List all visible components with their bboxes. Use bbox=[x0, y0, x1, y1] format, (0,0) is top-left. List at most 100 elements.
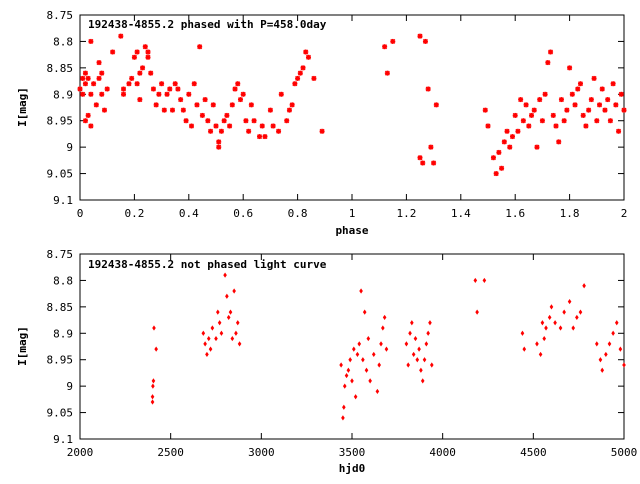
data-point bbox=[614, 320, 619, 326]
data-point bbox=[547, 314, 552, 321]
data-point bbox=[422, 38, 428, 44]
y-tick-label: 9.1 bbox=[53, 194, 73, 207]
data-point bbox=[88, 123, 94, 129]
x-axis-label-bottom: hjd0 bbox=[339, 462, 366, 475]
data-point bbox=[598, 357, 603, 363]
y-axis-label-bottom: I[mag] bbox=[16, 326, 29, 366]
data-points-bottom bbox=[150, 272, 626, 421]
data-point bbox=[413, 335, 418, 342]
data-point bbox=[520, 118, 526, 124]
data-point bbox=[210, 102, 216, 108]
data-point bbox=[129, 75, 135, 81]
data-point bbox=[175, 86, 181, 92]
data-point bbox=[226, 314, 231, 321]
x-tick-label: 0.6 bbox=[233, 207, 253, 220]
x-tick-label: 1.8 bbox=[560, 207, 580, 220]
data-point bbox=[424, 341, 429, 347]
data-point bbox=[485, 123, 491, 129]
data-point bbox=[152, 325, 156, 331]
data-point bbox=[227, 123, 233, 129]
x-tick-label: 1.6 bbox=[505, 207, 525, 220]
data-point bbox=[210, 325, 215, 331]
data-point bbox=[284, 118, 290, 124]
data-point bbox=[270, 123, 276, 129]
data-point bbox=[180, 107, 186, 113]
plot-frame-top bbox=[79, 14, 625, 201]
data-point bbox=[610, 81, 616, 87]
data-point bbox=[186, 91, 192, 97]
data-point bbox=[286, 107, 292, 113]
data-point bbox=[542, 91, 548, 97]
data-point bbox=[164, 91, 170, 97]
data-point bbox=[564, 107, 570, 113]
data-point bbox=[134, 49, 140, 55]
data-point bbox=[422, 357, 427, 363]
data-point bbox=[208, 346, 213, 352]
y-tick-label: 8.95 bbox=[47, 354, 74, 367]
x-tick-label: 1 bbox=[349, 207, 356, 220]
data-point bbox=[161, 107, 167, 113]
data-point bbox=[104, 86, 110, 92]
data-point bbox=[550, 112, 556, 118]
unphased-light-curve-chart: 192438-4855.2 not phased light curve hjd… bbox=[16, 248, 637, 475]
data-point bbox=[319, 128, 325, 134]
data-point bbox=[151, 378, 156, 384]
data-point bbox=[237, 97, 243, 103]
data-point bbox=[235, 81, 241, 87]
data-point bbox=[597, 102, 603, 108]
data-point bbox=[567, 65, 573, 71]
data-point bbox=[228, 309, 233, 315]
data-point bbox=[575, 86, 581, 92]
data-point bbox=[289, 102, 295, 108]
data-point bbox=[126, 81, 132, 87]
data-point bbox=[344, 372, 349, 379]
data-point bbox=[341, 415, 345, 421]
y-tick-label: 9.05 bbox=[47, 168, 74, 181]
data-point bbox=[353, 394, 358, 400]
data-point bbox=[214, 335, 218, 342]
x-tick-label: 4000 bbox=[429, 446, 456, 459]
data-point bbox=[131, 54, 137, 60]
data-point bbox=[599, 86, 605, 92]
data-point bbox=[384, 70, 390, 76]
data-point bbox=[429, 362, 434, 368]
data-point bbox=[553, 123, 559, 129]
data-point bbox=[297, 70, 303, 76]
data-point bbox=[80, 75, 86, 81]
data-point bbox=[194, 102, 200, 108]
data-point bbox=[575, 314, 579, 321]
data-point bbox=[371, 351, 376, 358]
data-point bbox=[201, 330, 206, 336]
data-point bbox=[183, 118, 189, 124]
x-tick-label: 0 bbox=[77, 207, 84, 220]
data-point bbox=[221, 118, 227, 124]
data-point bbox=[350, 378, 354, 384]
data-point bbox=[225, 293, 229, 299]
x-tick-label: 0.4 bbox=[179, 207, 199, 220]
data-point bbox=[582, 283, 586, 289]
data-point bbox=[199, 112, 205, 118]
data-point bbox=[361, 357, 365, 363]
data-point bbox=[538, 351, 543, 358]
axis-ticks-top: 0 0.2 0.4 0.6 0.8 1 1.2 1.4 1.6 1.8 2 8.75 8.8 8.85 8.… bbox=[47, 9, 628, 220]
data-point bbox=[305, 54, 311, 60]
data-point bbox=[91, 81, 97, 87]
data-point bbox=[375, 388, 380, 395]
data-point bbox=[504, 128, 510, 134]
data-point bbox=[604, 351, 608, 358]
data-point bbox=[537, 97, 543, 103]
x-tick-label: 4500 bbox=[520, 446, 547, 459]
data-point bbox=[189, 123, 195, 129]
data-point bbox=[600, 367, 605, 373]
data-point bbox=[145, 49, 151, 55]
data-point bbox=[415, 357, 420, 363]
data-point bbox=[342, 383, 347, 389]
data-point bbox=[377, 362, 381, 368]
data-point bbox=[420, 378, 425, 384]
data-point bbox=[595, 341, 599, 347]
data-point bbox=[607, 118, 613, 124]
data-point bbox=[366, 335, 371, 342]
data-point bbox=[153, 102, 159, 108]
data-point bbox=[381, 325, 385, 331]
data-point bbox=[618, 346, 623, 352]
